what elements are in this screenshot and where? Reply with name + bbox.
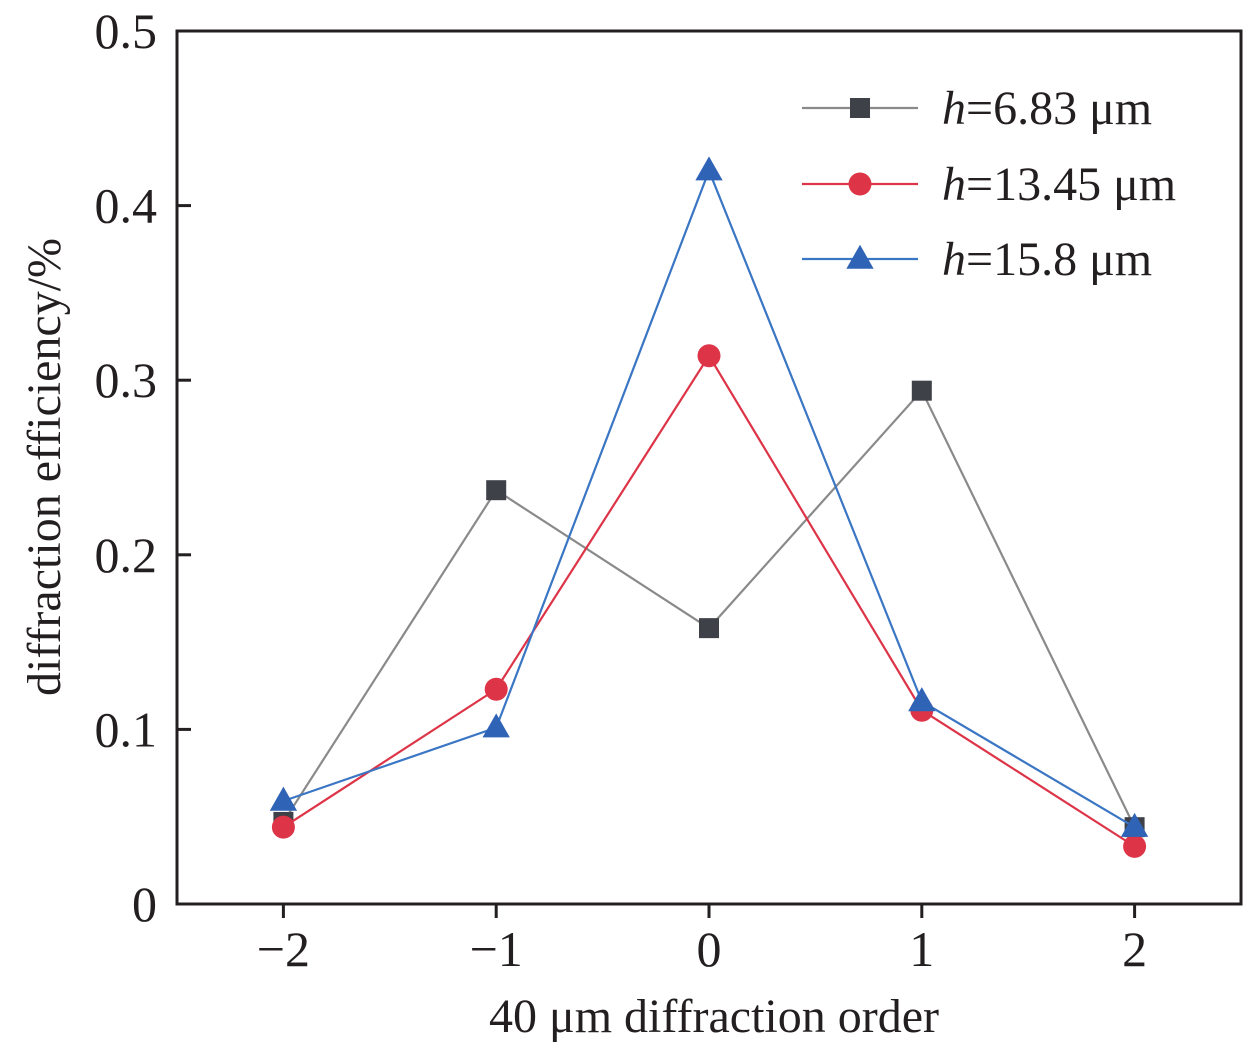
data-point bbox=[908, 687, 936, 712]
x-tick-label: −1 bbox=[470, 921, 523, 977]
legend-variable: h bbox=[942, 82, 966, 135]
y-axis: 0 0.1 0.2 0.3 0.4 0.5 bbox=[95, 3, 191, 932]
legend-marker bbox=[850, 98, 870, 118]
data-point bbox=[1123, 834, 1147, 858]
legend-variable: h bbox=[942, 233, 966, 286]
x-axis-title: 40 μm diffraction order bbox=[489, 990, 939, 1043]
legend-value: =15.8 μm bbox=[966, 233, 1152, 286]
legend-variable: h bbox=[942, 158, 966, 211]
legend-item: h=13.45 μm bbox=[802, 158, 1176, 211]
y-tick-label: 0 bbox=[132, 876, 157, 932]
data-point bbox=[482, 713, 510, 738]
series-layer bbox=[269, 156, 1149, 858]
data-point bbox=[699, 618, 719, 639]
x-axis: −2 −1 0 1 2 bbox=[257, 904, 1147, 977]
legend-value: =6.83 μm bbox=[966, 82, 1152, 135]
y-tick-label: 0.1 bbox=[95, 701, 158, 757]
data-point bbox=[911, 380, 932, 401]
data-point bbox=[697, 344, 721, 368]
data-point bbox=[269, 786, 298, 811]
y-tick-label: 0.3 bbox=[95, 352, 158, 408]
legend-item: h=6.83 μm bbox=[802, 82, 1152, 135]
data-point bbox=[1120, 812, 1149, 837]
y-axis-title: diffraction efficiency/% bbox=[18, 238, 71, 696]
series-line bbox=[282, 388, 1136, 828]
x-tick-label: 2 bbox=[1122, 921, 1147, 977]
x-tick-label: −2 bbox=[257, 921, 310, 977]
y-tick-label: 0.5 bbox=[95, 3, 158, 59]
y-tick-label: 0.4 bbox=[95, 178, 158, 234]
data-point bbox=[486, 480, 507, 501]
data-point bbox=[695, 156, 723, 181]
legend-marker bbox=[846, 244, 874, 269]
data-point bbox=[484, 677, 508, 701]
legend-item: h=15.8 μm bbox=[802, 233, 1152, 286]
series-3 bbox=[269, 156, 1149, 837]
y-tick-label: 0.2 bbox=[95, 527, 158, 583]
legend-marker bbox=[848, 172, 872, 196]
legend-label: h=6.83 μm bbox=[942, 82, 1152, 135]
legend: h=6.83 μmh=13.45 μmh=15.8 μm bbox=[802, 82, 1176, 286]
data-point bbox=[271, 815, 295, 839]
legend-label: h=13.45 μm bbox=[942, 158, 1176, 211]
series-line bbox=[282, 353, 1136, 848]
legend-label: h=15.8 μm bbox=[942, 233, 1152, 286]
x-tick-label: 1 bbox=[909, 921, 934, 977]
series-2 bbox=[271, 344, 1147, 858]
x-tick-label: 0 bbox=[697, 921, 722, 977]
legend-value: =13.45 μm bbox=[966, 158, 1176, 211]
